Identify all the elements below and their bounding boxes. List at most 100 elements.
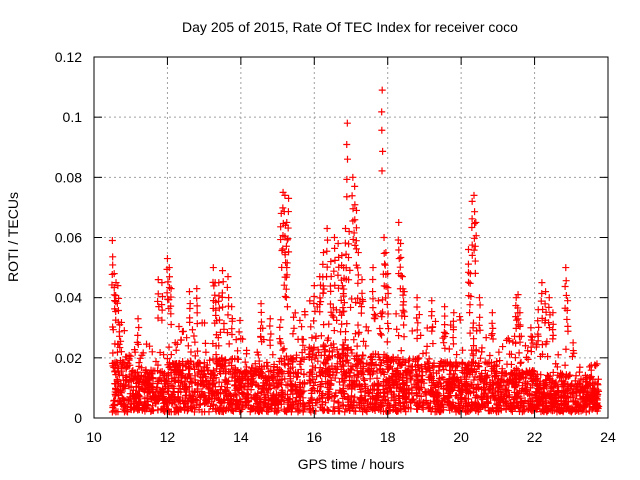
data-point — [163, 355, 171, 363]
data-point — [113, 299, 121, 307]
data-point — [561, 361, 569, 369]
data-point — [445, 345, 453, 353]
data-point — [431, 384, 439, 392]
data-point — [575, 403, 583, 411]
data-point — [353, 367, 361, 375]
data-point — [348, 403, 356, 411]
data-point — [477, 385, 485, 393]
data-point — [559, 391, 567, 399]
data-point — [369, 405, 377, 413]
data-point — [543, 371, 551, 379]
data-point — [320, 346, 328, 354]
data-point — [265, 386, 273, 394]
data-point — [493, 362, 501, 370]
data-point — [425, 364, 433, 372]
y-tick-label: 0.06 — [55, 230, 82, 246]
data-point — [471, 257, 479, 265]
data-point — [297, 389, 305, 397]
data-point — [574, 399, 582, 407]
data-point — [201, 319, 209, 327]
axis-ticks — [93, 56, 609, 419]
data-point — [346, 266, 354, 274]
data-point — [273, 408, 281, 416]
data-point — [276, 323, 284, 331]
data-point — [109, 261, 117, 269]
data-point — [238, 405, 246, 413]
data-point — [283, 218, 291, 226]
data-point — [331, 244, 339, 252]
data-point — [476, 313, 484, 321]
data-point — [400, 308, 408, 316]
data-point — [478, 348, 486, 356]
data-point — [488, 331, 496, 339]
data-point — [402, 374, 410, 382]
data-point — [379, 308, 387, 316]
data-point — [542, 288, 550, 296]
data-point — [215, 342, 223, 350]
data-point — [423, 358, 431, 366]
data-point — [209, 340, 217, 348]
data-point — [136, 354, 144, 362]
data-point — [300, 355, 308, 363]
data-point — [351, 393, 359, 401]
data-point — [442, 330, 450, 338]
data-point — [498, 365, 506, 373]
data-point — [333, 346, 341, 354]
data-point — [277, 316, 285, 324]
data-point — [281, 191, 289, 199]
data-point — [483, 373, 491, 381]
data-point — [572, 372, 580, 380]
data-point — [379, 378, 387, 386]
data-point — [470, 365, 478, 373]
data-point — [408, 362, 416, 370]
data-point — [378, 86, 386, 94]
data-point — [333, 316, 341, 324]
data-point — [224, 311, 232, 319]
y-tick-label: 0.04 — [55, 290, 82, 306]
data-point — [524, 405, 532, 413]
data-point — [274, 406, 282, 414]
data-point — [330, 267, 338, 275]
data-point — [339, 402, 347, 410]
data-point — [412, 383, 420, 391]
data-point — [511, 383, 519, 391]
data-point — [376, 362, 384, 370]
data-point — [468, 197, 476, 205]
data-point — [225, 294, 233, 302]
data-point — [235, 328, 243, 336]
data-point — [232, 369, 240, 377]
data-point — [482, 334, 490, 342]
data-point — [539, 405, 547, 413]
data-point — [362, 342, 370, 350]
data-point — [361, 376, 369, 384]
data-point — [218, 293, 226, 301]
data-point — [319, 367, 327, 375]
data-point — [417, 392, 425, 400]
data-point — [149, 367, 157, 375]
data-point — [393, 325, 401, 333]
data-point — [576, 363, 584, 371]
data-point — [392, 384, 400, 392]
data-point — [509, 379, 517, 387]
data-point — [413, 334, 421, 342]
data-point — [114, 282, 122, 290]
data-point — [281, 375, 289, 383]
data-point — [361, 382, 369, 390]
data-point — [116, 332, 123, 340]
data-point — [382, 249, 390, 257]
data-point — [395, 246, 403, 254]
data-point — [177, 336, 185, 344]
data-point — [115, 380, 123, 388]
data-point — [524, 347, 532, 355]
data-point — [146, 342, 154, 350]
data-point — [330, 234, 338, 241]
data-point — [222, 356, 230, 364]
data-point — [428, 327, 436, 335]
data-point — [135, 374, 143, 382]
data-point — [486, 352, 494, 360]
data-point — [465, 366, 472, 374]
data-point — [337, 296, 345, 304]
data-point — [542, 308, 550, 316]
data-point — [473, 327, 481, 335]
data-point — [528, 391, 536, 398]
